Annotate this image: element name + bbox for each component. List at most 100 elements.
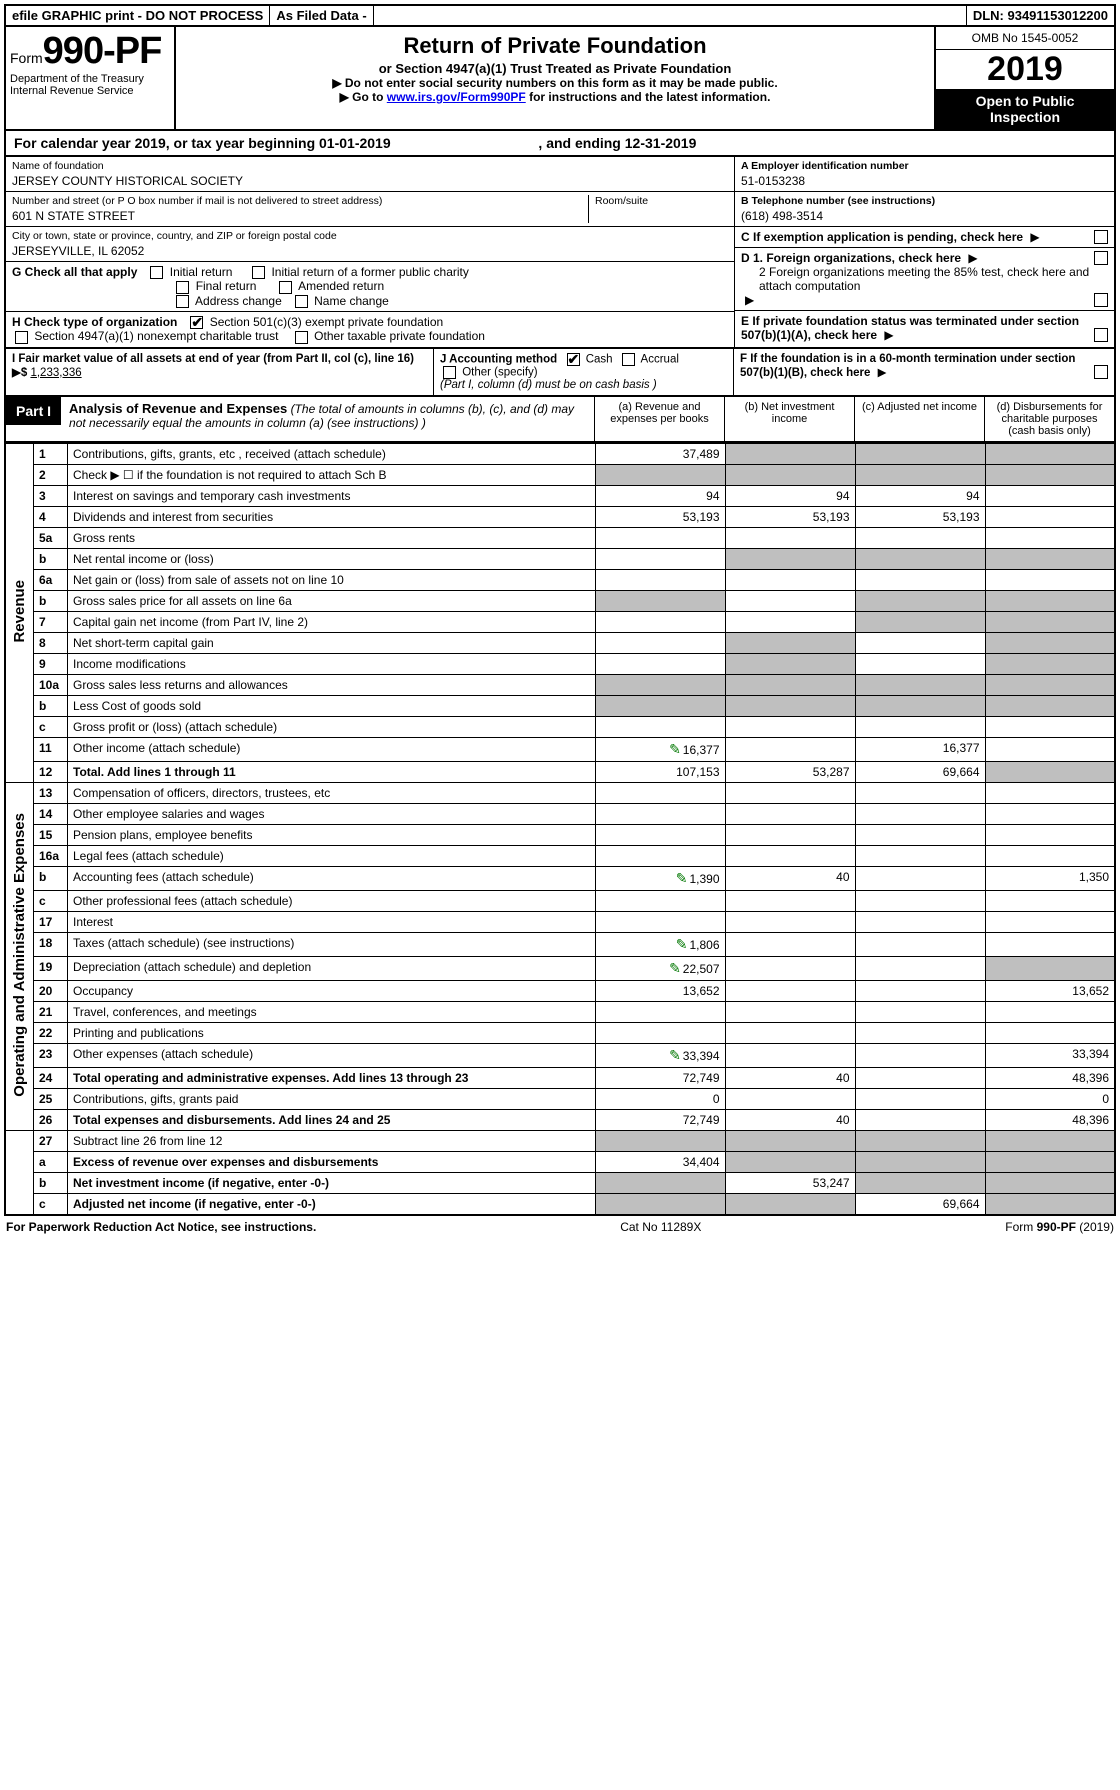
- table-row: 3Interest on savings and temporary cash …: [5, 485, 1115, 506]
- table-row: 11Other income (attach schedule)✎16,3771…: [5, 737, 1115, 761]
- chk-amended[interactable]: [279, 281, 292, 294]
- cell: [725, 911, 855, 932]
- cell: [985, 1151, 1115, 1172]
- cell: 40: [725, 1067, 855, 1088]
- line-desc: Net short-term capital gain: [68, 632, 596, 653]
- cell: [725, 1022, 855, 1043]
- foundation-name: JERSEY COUNTY HISTORICAL SOCIETY: [12, 172, 728, 188]
- cell: 53,193: [725, 506, 855, 527]
- table-row: 12Total. Add lines 1 through 11107,15353…: [5, 761, 1115, 782]
- attachment-icon[interactable]: ✎: [669, 741, 681, 757]
- form-number: Form990-PF: [10, 31, 170, 73]
- side-label: Operating and Administrative Expenses: [11, 813, 28, 1097]
- line-desc: Interest: [68, 911, 596, 932]
- chk-initial-former[interactable]: [252, 266, 265, 279]
- cell: [595, 632, 725, 653]
- cell: [855, 1109, 985, 1130]
- line-desc: Gross rents: [68, 527, 596, 548]
- line-number: 21: [34, 1001, 68, 1022]
- line-number: 19: [34, 956, 68, 980]
- note2-pre: ▶ Go to: [340, 90, 387, 104]
- chk-e[interactable]: [1094, 328, 1108, 342]
- open-inspection: Open to Public Inspection: [936, 89, 1114, 129]
- line-desc: Less Cost of goods sold: [68, 695, 596, 716]
- dln-value: 93491153012200: [1007, 8, 1108, 23]
- attachment-icon[interactable]: ✎: [676, 936, 688, 952]
- line-desc: Other employee salaries and wages: [68, 803, 596, 824]
- part1-table: Revenue1Contributions, gifts, grants, et…: [4, 443, 1116, 1216]
- cell: ✎33,394: [595, 1043, 725, 1067]
- foot-right-post: (2019): [1076, 1220, 1114, 1234]
- table-row: 27Subtract line 26 from line 12: [5, 1130, 1115, 1151]
- line-desc: Total operating and administrative expen…: [68, 1067, 596, 1088]
- chk-initial-return[interactable]: [150, 266, 163, 279]
- chk-address-change[interactable]: [176, 295, 189, 308]
- line-desc: Other expenses (attach schedule): [68, 1043, 596, 1067]
- cell: [855, 674, 985, 695]
- chk-other-method[interactable]: [443, 366, 456, 379]
- chk-4947a1[interactable]: [15, 331, 28, 344]
- cell: [725, 980, 855, 1001]
- cell: [985, 1130, 1115, 1151]
- chk-d1[interactable]: [1094, 251, 1108, 265]
- foot-mid: Cat No 11289X: [620, 1220, 701, 1234]
- chk-final-return[interactable]: [176, 281, 189, 294]
- attachment-icon[interactable]: ✎: [669, 1047, 681, 1063]
- cell: 13,652: [985, 980, 1115, 1001]
- attachment-icon[interactable]: ✎: [676, 870, 688, 886]
- cell: [855, 866, 985, 890]
- cell: [725, 737, 855, 761]
- cell: [985, 845, 1115, 866]
- cell: [725, 548, 855, 569]
- page-footer: For Paperwork Reduction Act Notice, see …: [4, 1216, 1116, 1238]
- line-number: c: [34, 1193, 68, 1215]
- cell: [595, 590, 725, 611]
- table-row: 25Contributions, gifts, grants paid00: [5, 1088, 1115, 1109]
- cell: [595, 1172, 725, 1193]
- irs-link[interactable]: www.irs.gov/Form990PF: [387, 90, 526, 104]
- cell: [855, 611, 985, 632]
- line-number: 13: [34, 782, 68, 803]
- cell: [985, 824, 1115, 845]
- chk-d2[interactable]: [1094, 293, 1108, 307]
- form-no-big: 990-PF: [43, 30, 162, 72]
- g-label: G Check all that apply: [12, 265, 137, 279]
- line-number: 16a: [34, 845, 68, 866]
- g-o4: Amended return: [298, 279, 384, 293]
- cell: 16,377: [855, 737, 985, 761]
- cell: [985, 890, 1115, 911]
- cell: [985, 548, 1115, 569]
- chk-f[interactable]: [1094, 365, 1108, 379]
- cell: [985, 737, 1115, 761]
- form-note1: ▶ Do not enter social security numbers o…: [184, 76, 926, 90]
- cell: [985, 932, 1115, 956]
- chk-accrual[interactable]: [622, 353, 635, 366]
- chk-cash[interactable]: [567, 353, 580, 366]
- line-desc: Contributions, gifts, grants paid: [68, 1088, 596, 1109]
- cell: ✎16,377: [595, 737, 725, 761]
- line-desc: Other professional fees (attach schedule…: [68, 890, 596, 911]
- attachment-icon[interactable]: ✎: [669, 960, 681, 976]
- cell: [595, 1022, 725, 1043]
- cell: 0: [595, 1088, 725, 1109]
- line-number: 4: [34, 506, 68, 527]
- table-row: 9Income modifications: [5, 653, 1115, 674]
- cal-begin: 01-01-2019: [319, 135, 391, 151]
- cell: [725, 464, 855, 485]
- c-label: C If exemption application is pending, c…: [741, 230, 1023, 244]
- table-row: 17Interest: [5, 911, 1115, 932]
- cell: 94: [725, 485, 855, 506]
- cell: [855, 695, 985, 716]
- table-row: 22Printing and publications: [5, 1022, 1115, 1043]
- g-o1: Initial return: [170, 265, 233, 279]
- cell: [595, 1001, 725, 1022]
- chk-name-change[interactable]: [295, 295, 308, 308]
- cell: [725, 1193, 855, 1215]
- chk-501c3[interactable]: [190, 316, 203, 329]
- chk-other-taxable[interactable]: [295, 331, 308, 344]
- chk-c[interactable]: [1094, 230, 1108, 244]
- col-b-header: (b) Net investment income: [724, 397, 854, 441]
- line-desc: Income modifications: [68, 653, 596, 674]
- foot-right-form: 990-PF: [1037, 1220, 1076, 1234]
- cell: [595, 611, 725, 632]
